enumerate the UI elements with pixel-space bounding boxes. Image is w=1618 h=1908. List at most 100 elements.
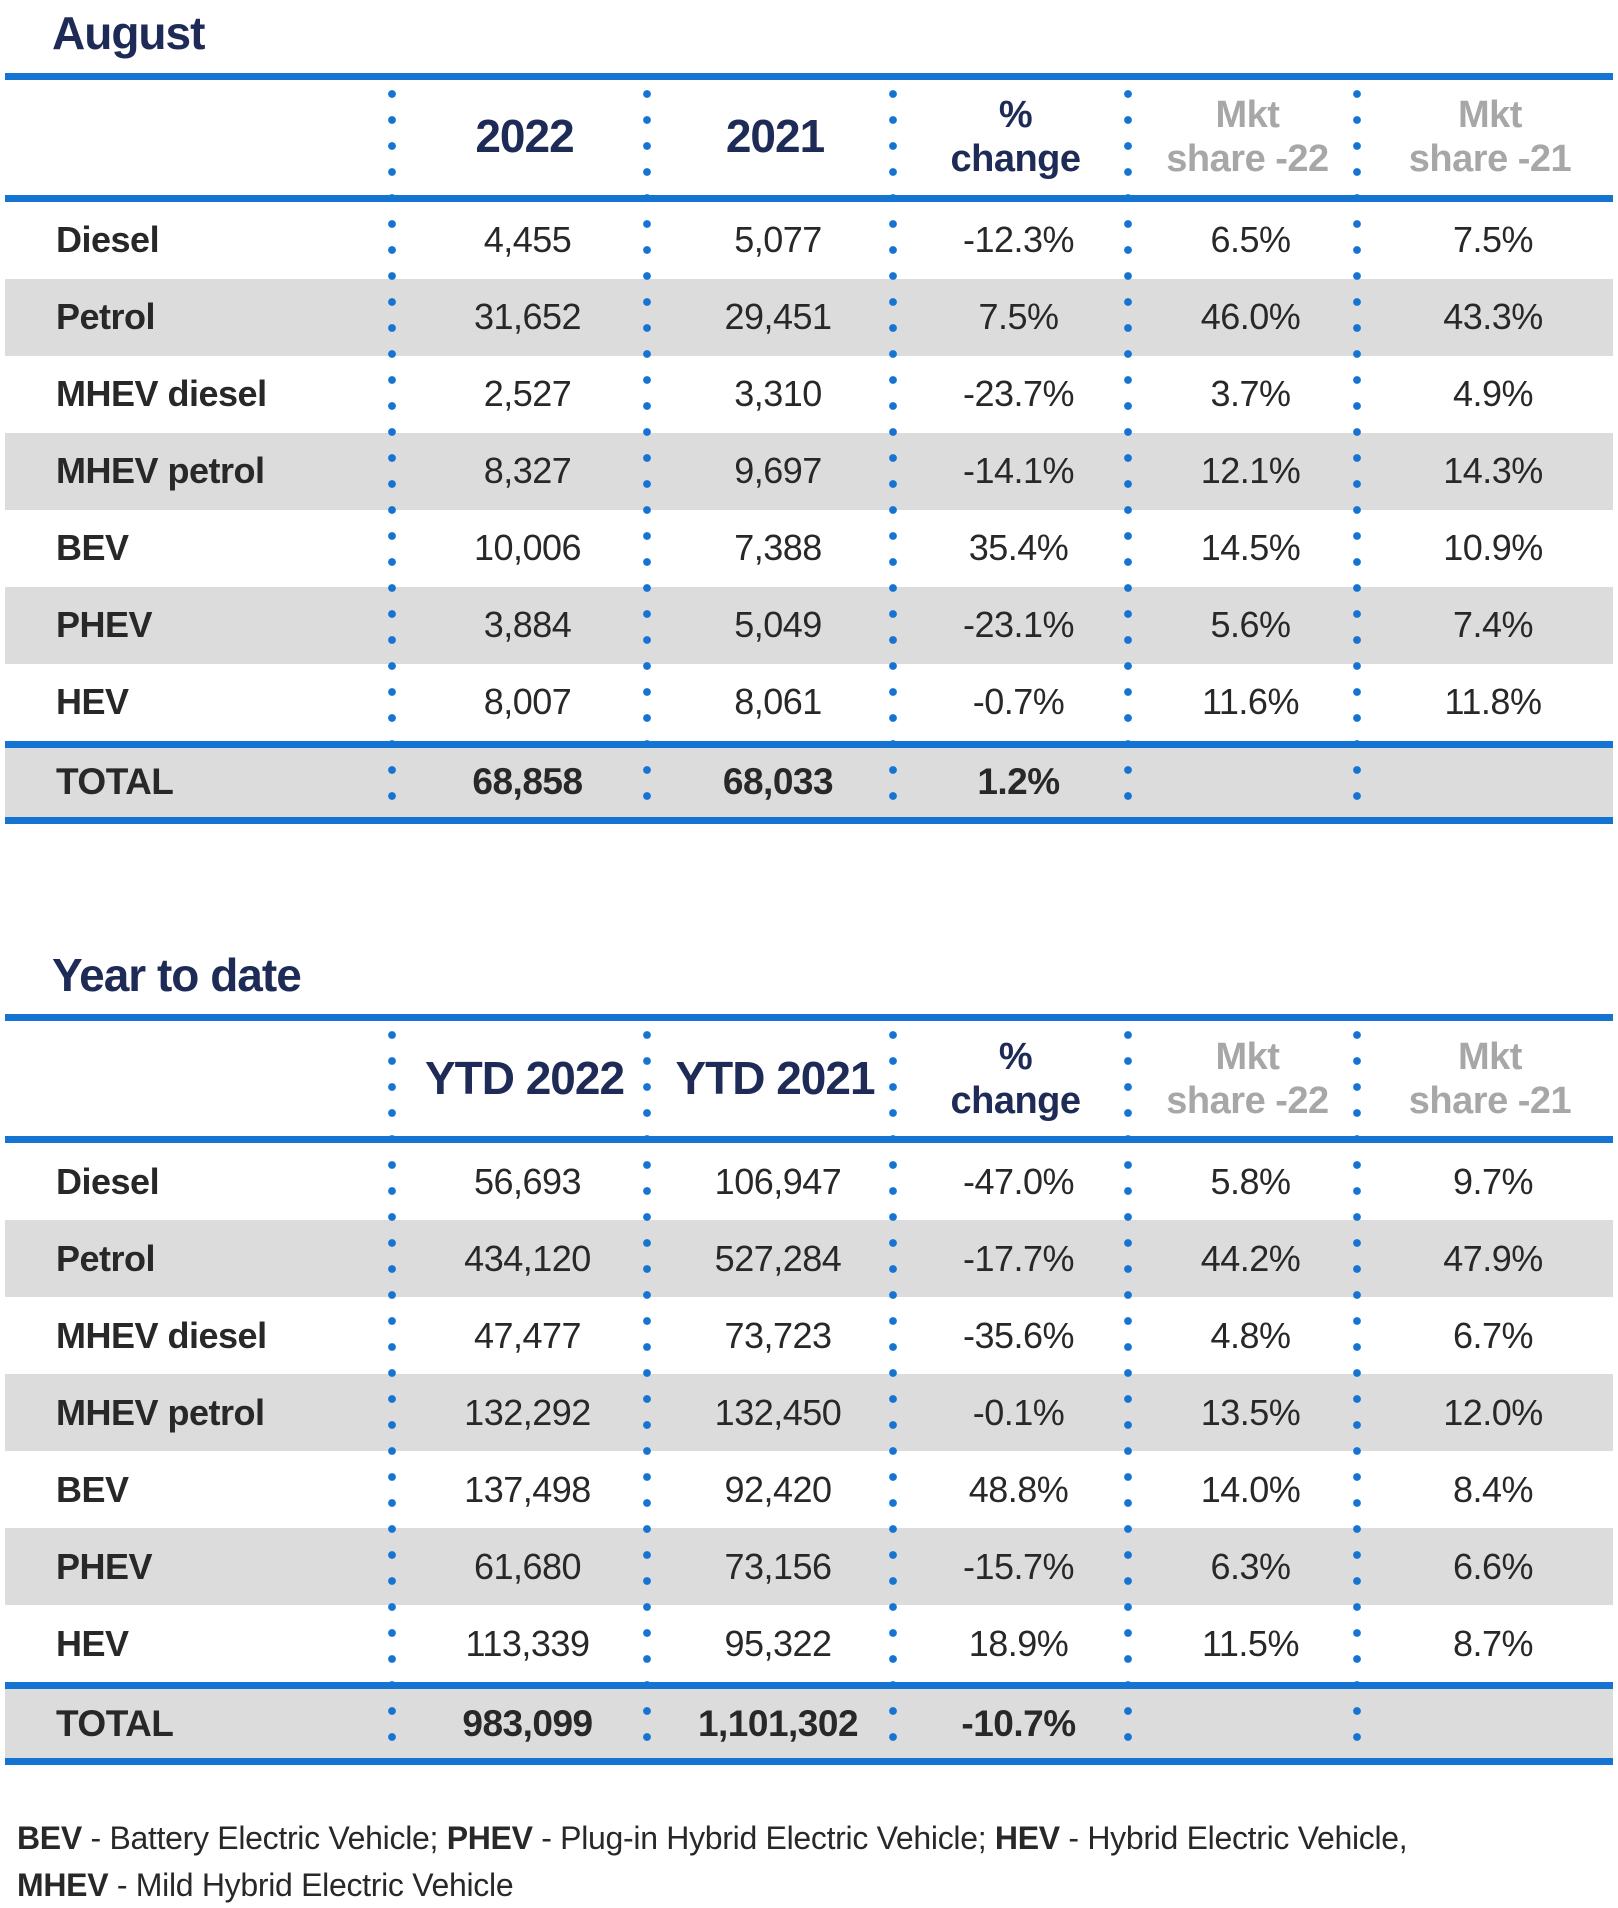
cell-share21: 10.9% [1443,527,1543,569]
col-header-year-b: 2021 [647,110,893,163]
august-table: 2022 2021% change Mkt share -22 Mkt share -21 D… [5,72,1613,824]
header-line: change [950,138,1081,181]
cell-year_a: 56,693 [473,1160,582,1202]
cell-change: -23.1% [962,604,1075,646]
cell-year_a: 2,527 [483,373,572,415]
cell-change: -0.7% [972,681,1065,723]
ytd-table: YTD 2022 YTD 2021% change Mkt share -22 Mkt sh… [5,1014,1613,1766]
cell-year_b: 527,284 [714,1237,842,1279]
column-divider-dotted [1353,80,1361,816]
table-row: Petrol 434,120 527,284 -17.7% 44.2% 47.9% [5,1220,1613,1298]
table-row: PHEV 61,680 73,156 -15.7% 6.3% 6.6% [5,1528,1613,1606]
cell-share22: 11.6% [1202,681,1299,723]
cell-year_b: 92,420 [724,1468,832,1510]
column-divider-dotted [643,80,651,816]
column-divider-dotted [889,1022,897,1758]
cell-share21: 47.9% [1443,1237,1543,1279]
column-divider-dotted [643,1022,651,1758]
total-year_b: 68,033 [722,761,834,803]
cell-year_a: 137,498 [464,1468,591,1510]
total-label: TOTAL [56,761,174,803]
header-line: Mkt [1215,1035,1280,1078]
table-row: PHEV 3,884 5,049 -23.1% 5.6% 7.4% [5,586,1613,664]
row-label: Diesel [56,1160,160,1202]
cell-change: 7.5% [978,296,1059,338]
col-header-mkt-share-21: Mkt share -21 [1357,1035,1613,1123]
cell-year_b: 132,450 [714,1391,842,1433]
cell-year_b: 106,947 [714,1160,842,1202]
column-divider-dotted [1353,1022,1361,1758]
total-rule [5,740,1613,748]
cell-year_a: 4,455 [483,219,572,261]
table-row: BEV 10,006 7,388 35.4% 14.5% 10.9% [5,510,1613,587]
header-rule [5,194,1613,202]
cell-year_a: 8,327 [483,450,572,492]
total-row: TOTAL 983,099 1,101,302 -10.7% [5,1689,1613,1759]
cell-year_b: 73,156 [724,1545,832,1587]
column-divider-dotted [388,1022,396,1758]
row-label: PHEV [56,604,153,646]
header-line: Mkt [1458,94,1522,137]
table-top-rule [5,72,1613,80]
footnote-text: - Plug-in Hybrid Electric Vehicle; [532,1820,995,1857]
header-line: change [950,1079,1081,1122]
cell-year_b: 7,388 [734,527,822,569]
row-label: BEV [56,1468,129,1510]
col-header-change: % change [893,93,1128,181]
footnote: BEV - Battery Electric Vehicle; PHEV - P… [17,1815,1618,1908]
cell-share21: 7.4% [1452,604,1534,646]
column-divider-dotted [1124,1022,1132,1758]
table-row: BEV 137,498 92,420 48.8% 14.0% 8.4% [5,1451,1613,1528]
table-header-row: YTD 2022 YTD 2021% change Mkt share -22 Mkt sh… [5,1021,1613,1136]
cell-year_b: 9,697 [734,450,822,492]
col-header-year-b: YTD 2021 [647,1052,893,1105]
total-label: TOTAL [56,1702,174,1744]
header-line: share -22 [1166,1079,1329,1122]
cell-change: -14.1% [962,450,1075,492]
cell-share22: 11.5% [1202,1622,1299,1664]
footnote-text: - Mild Hybrid Electric Vehicle [108,1866,514,1903]
table-row: MHEV petrol 8,327 9,697 -14.1% 12.1% 14.3% [5,432,1613,510]
cell-share21: 11.8% [1444,681,1542,723]
header-line: share -21 [1408,1079,1572,1122]
row-label: MHEV petrol [56,1391,265,1433]
section-title-august: August [52,7,205,59]
cell-change: 35.4% [968,527,1069,569]
cell-share21: 4.9% [1452,373,1534,415]
cell-share21: 14.3% [1443,450,1543,492]
cell-year_b: 5,049 [734,604,822,646]
col-header-year-a: YTD 2022 [392,1052,647,1105]
table-row: MHEV diesel 47,477 73,723 -35.6% 4.8% 6.7% [5,1297,1613,1374]
column-divider-dotted [889,80,897,816]
cell-share22: 44.2% [1200,1237,1301,1279]
cell-year_a: 31,652 [473,296,582,338]
ytd-section: Year to date YTD 2022 YTD 2021% change Mkt s… [0,949,1618,1766]
cell-change: -12.3% [962,219,1075,261]
table-bottom-rule [5,816,1613,824]
header-line: share -21 [1408,138,1572,181]
column-divider-dotted [388,80,396,816]
august-section: August 2022 2021% change Mkt share -22 Mkt sha… [0,0,1618,824]
total-change: -10.7% [961,1702,1076,1744]
header-line: share -22 [1166,138,1329,181]
cell-change: -23.7% [962,373,1075,415]
header-line: 2022 [475,110,574,163]
cell-share22: 46.0% [1200,296,1301,338]
cell-share22: 14.5% [1200,527,1301,569]
total-row: TOTAL 68,858 68,033 1.2% [5,747,1613,817]
col-header-mkt-share-22: Mkt share -22 [1128,93,1357,181]
header-line: 2021 [725,110,825,163]
cell-year_b: 73,723 [724,1314,832,1356]
row-label: HEV [56,1622,129,1664]
cell-share22: 6.3% [1210,1545,1291,1587]
total-year_b: 1,101,302 [697,1702,859,1744]
footnote-text: - Hybrid Electric Vehicle, [1059,1820,1408,1857]
table-bottom-rule [5,1758,1613,1766]
cell-share21: 12.0% [1443,1391,1543,1433]
cell-year_b: 8,061 [734,681,822,723]
cell-year_a: 132,292 [464,1391,591,1433]
cell-year_b: 29,451 [724,296,832,338]
header-line: Mkt [1215,94,1280,137]
cell-share21: 6.6% [1452,1545,1534,1587]
col-header-change: % change [893,1035,1128,1123]
